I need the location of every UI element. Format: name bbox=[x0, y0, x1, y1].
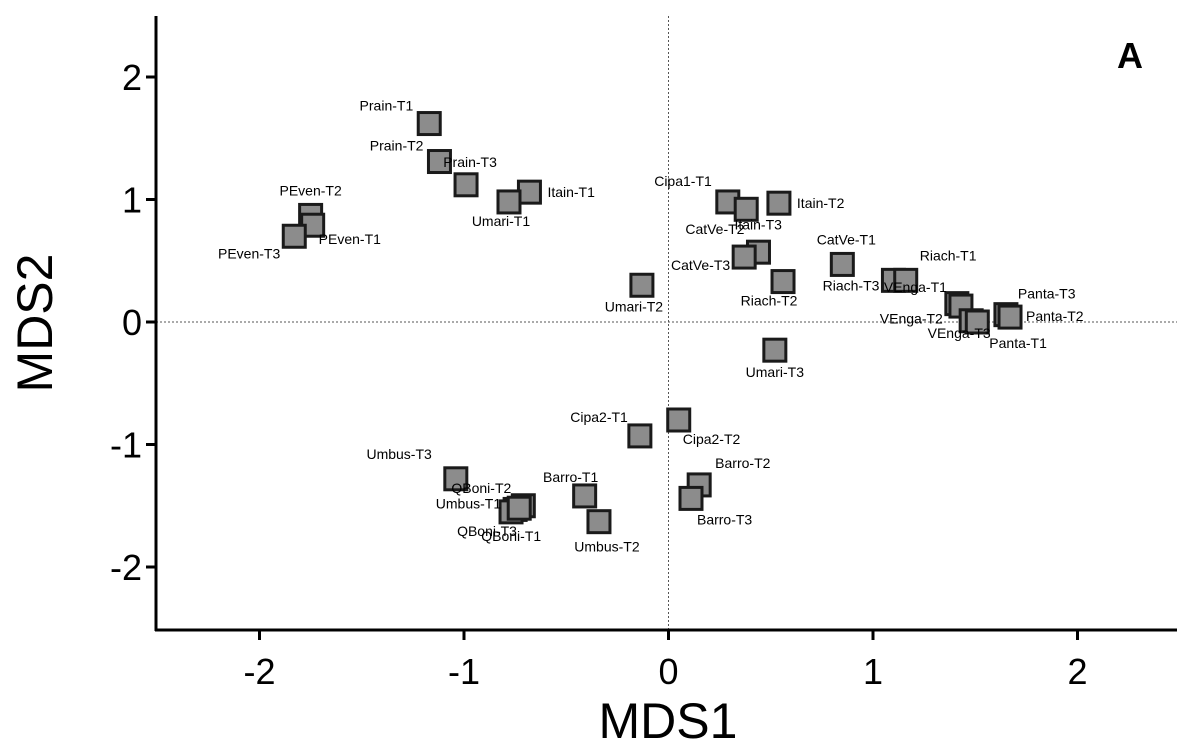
point-label: QBoni-T2 bbox=[451, 480, 511, 496]
point-label: Umbus-T3 bbox=[366, 446, 432, 462]
y-tick-label: -2 bbox=[110, 547, 142, 588]
data-point-marker bbox=[572, 483, 598, 509]
data-point-marker bbox=[281, 223, 307, 249]
point-label: Prain-T1 bbox=[360, 98, 414, 114]
x-axis-ticks: -2 -1 0 1 2 bbox=[243, 630, 1088, 692]
x-tick-label: -2 bbox=[243, 651, 275, 692]
y-tick-label: -1 bbox=[110, 425, 142, 466]
point-label: VEnga-T2 bbox=[880, 311, 943, 327]
data-point-marker bbox=[586, 509, 612, 535]
x-tick-label: -1 bbox=[448, 651, 480, 692]
point-label: PEven-T1 bbox=[319, 231, 381, 247]
y-axis-ticks: -2 -1 0 1 2 bbox=[110, 57, 156, 588]
x-tick-label: 0 bbox=[658, 651, 678, 692]
point-label: Itain-T2 bbox=[797, 195, 845, 211]
point-label: VEnga-T1 bbox=[884, 279, 947, 295]
data-point-marker bbox=[426, 149, 452, 175]
y-tick-label: 2 bbox=[122, 57, 142, 98]
point-label: QBoni-T1 bbox=[481, 528, 541, 544]
point-label: Prain-T2 bbox=[370, 138, 424, 154]
data-point-marker bbox=[762, 337, 788, 363]
point-label: Cipa2-T2 bbox=[683, 431, 741, 447]
data-point-marker bbox=[766, 190, 792, 216]
point-label: Barro-T2 bbox=[715, 455, 770, 471]
point-label: Prain-T3 bbox=[443, 154, 497, 170]
data-point-marker bbox=[453, 172, 479, 198]
data-point-marker bbox=[997, 304, 1023, 330]
data-point-marker bbox=[629, 272, 655, 298]
point-label: PEven-T2 bbox=[280, 182, 342, 198]
point-label: Itain-T3 bbox=[734, 216, 782, 232]
plot-area bbox=[156, 16, 1177, 630]
point-label: Cipa1-T1 bbox=[654, 173, 712, 189]
point-label: VEnga-T3 bbox=[928, 325, 991, 341]
point-label: Cipa2-T1 bbox=[570, 409, 628, 425]
data-point-marker bbox=[627, 423, 653, 449]
point-label: Riach-T2 bbox=[741, 293, 798, 309]
point-label: Panta-T2 bbox=[1026, 308, 1084, 324]
data-point-marker bbox=[516, 179, 542, 205]
point-label: Umari-T2 bbox=[605, 298, 664, 314]
data-point-marker bbox=[443, 466, 469, 492]
data-point-marker bbox=[496, 189, 522, 215]
data-point-marker bbox=[678, 485, 704, 511]
point-label: Riach-T1 bbox=[920, 247, 977, 263]
y-tick-label: 0 bbox=[122, 302, 142, 343]
point-label: Umari-T3 bbox=[746, 364, 805, 380]
point-label: QBoni-T3 bbox=[457, 523, 517, 539]
data-point-marker bbox=[893, 267, 919, 293]
point-label: PEven-T3 bbox=[218, 245, 280, 261]
x-tick-label: 2 bbox=[1067, 651, 1087, 692]
x-tick-label: 1 bbox=[863, 651, 883, 692]
data-point-marker bbox=[731, 244, 757, 270]
data-point-marker bbox=[506, 495, 532, 521]
point-label: Panta-T3 bbox=[1018, 286, 1076, 302]
panel-label: A bbox=[1117, 35, 1143, 76]
data-point-marker bbox=[829, 251, 855, 277]
data-points bbox=[281, 111, 1023, 535]
point-label: Itain-T1 bbox=[547, 184, 595, 200]
data-point-marker bbox=[416, 111, 442, 137]
data-point-marker bbox=[770, 269, 796, 295]
y-tick-label: 1 bbox=[122, 180, 142, 221]
point-label: Barro-T3 bbox=[697, 511, 752, 527]
data-point-marker bbox=[964, 309, 990, 335]
point-label: Umbus-T1 bbox=[436, 495, 502, 511]
point-label: CatVe-T1 bbox=[817, 231, 876, 247]
y-axis-title: MDS2 bbox=[7, 254, 63, 393]
point-label: Riach-T3 bbox=[823, 277, 880, 293]
data-point-marker bbox=[666, 407, 692, 433]
point-label: Panta-T1 bbox=[989, 335, 1047, 351]
data-point-marker bbox=[733, 196, 759, 222]
point-label: CatVe-T3 bbox=[671, 257, 730, 273]
point-label: Umari-T1 bbox=[472, 213, 531, 229]
point-label: Barro-T1 bbox=[543, 469, 598, 485]
point-labels: Prain-T1 Prain-T2 Prain-T3 Itain-T1 Umari-T1… bbox=[218, 98, 1084, 555]
point-label: Umbus-T2 bbox=[574, 539, 640, 555]
x-axis-title: MDS1 bbox=[599, 693, 738, 742]
point-label: CatVe-T2 bbox=[685, 221, 744, 237]
